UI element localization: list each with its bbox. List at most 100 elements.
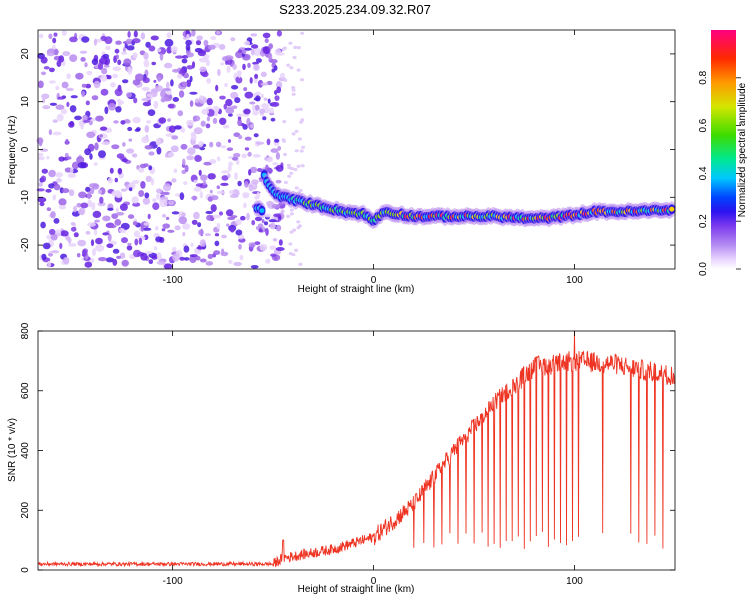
noise-blob bbox=[81, 249, 87, 257]
noise-blob bbox=[47, 253, 54, 257]
noise-blob bbox=[124, 119, 131, 124]
noise-blob bbox=[132, 202, 141, 207]
noise-blob bbox=[252, 104, 256, 112]
noise-blob bbox=[60, 108, 68, 115]
noise-blob bbox=[270, 117, 276, 122]
noise-blob bbox=[68, 243, 77, 247]
noise-blob bbox=[45, 188, 52, 193]
noise-blob bbox=[41, 168, 48, 174]
noise-blob bbox=[194, 98, 200, 104]
noise-blob bbox=[181, 212, 186, 217]
noise-blob bbox=[152, 202, 160, 210]
y-tick-label: 0 bbox=[20, 567, 31, 573]
noise-blob bbox=[167, 200, 175, 206]
noise-blob bbox=[127, 31, 131, 38]
noise-blob bbox=[40, 71, 47, 76]
noise-blob bbox=[265, 227, 269, 236]
noise-blob bbox=[289, 212, 294, 216]
snr-x-label: Height of straight line (km) bbox=[298, 584, 415, 595]
noise-blob bbox=[193, 187, 202, 192]
noise-blob bbox=[56, 113, 64, 122]
noise-blob bbox=[55, 85, 60, 91]
noise-blob bbox=[181, 81, 188, 87]
noise-blob bbox=[206, 97, 213, 106]
colorbar-ticks: 0.0 0.2 0.4 0.6 0.8 bbox=[698, 70, 741, 276]
noise-blob bbox=[90, 239, 95, 247]
noise-blob bbox=[252, 61, 259, 65]
noise-blob bbox=[255, 141, 265, 145]
noise-blob bbox=[191, 219, 198, 225]
noise-blob bbox=[116, 191, 123, 198]
noise-blob bbox=[166, 46, 172, 54]
noise-blob bbox=[102, 215, 111, 222]
colorbar-tick-label: 0.4 bbox=[698, 166, 709, 180]
noise-blob bbox=[177, 73, 183, 79]
noise-blob bbox=[105, 257, 115, 263]
noise-blob bbox=[198, 169, 202, 176]
noise-blob bbox=[143, 59, 150, 68]
noise-blob bbox=[248, 242, 256, 248]
noise-blob bbox=[168, 125, 176, 133]
noise-blob bbox=[260, 103, 270, 109]
noise-blob bbox=[175, 55, 184, 59]
noise-blob bbox=[286, 214, 291, 218]
noise-blob bbox=[142, 77, 150, 84]
noise-blob bbox=[297, 137, 302, 141]
noise-blob bbox=[68, 121, 75, 128]
noise-blob bbox=[111, 144, 120, 150]
noise-blob bbox=[162, 183, 172, 192]
noise-blob bbox=[230, 215, 238, 219]
noise-blob bbox=[134, 238, 139, 246]
noise-blob bbox=[97, 62, 104, 70]
noise-blob bbox=[144, 192, 150, 199]
noise-blob bbox=[292, 228, 297, 232]
noise-blob bbox=[37, 80, 44, 89]
noise-blob bbox=[105, 57, 110, 66]
noise-blob bbox=[199, 258, 207, 263]
noise-blob bbox=[300, 31, 305, 35]
noise-blob bbox=[81, 83, 87, 88]
noise-blob bbox=[89, 183, 98, 188]
noise-blob bbox=[232, 63, 237, 70]
noise-blob bbox=[140, 181, 146, 189]
noise-blob bbox=[200, 120, 206, 127]
noise-blob bbox=[190, 242, 194, 247]
noise-blob bbox=[230, 91, 239, 99]
noise-blob bbox=[254, 195, 259, 200]
noise-blob bbox=[171, 211, 180, 215]
noise-blob bbox=[122, 142, 126, 147]
noise-blob bbox=[262, 32, 271, 39]
noise-blob bbox=[185, 44, 191, 51]
noise-blob bbox=[238, 49, 243, 53]
noise-blob bbox=[227, 139, 232, 143]
noise-blob bbox=[165, 216, 170, 221]
noise-blob bbox=[189, 100, 194, 107]
noise-blob bbox=[133, 30, 138, 38]
noise-blob bbox=[282, 120, 287, 124]
noise-blob bbox=[167, 118, 171, 122]
noise-blob bbox=[162, 223, 171, 229]
noise-blob bbox=[215, 84, 219, 92]
noise-blob bbox=[57, 96, 65, 100]
noise-blob bbox=[253, 133, 259, 138]
noise-blob bbox=[69, 36, 78, 43]
noise-blob bbox=[209, 159, 217, 164]
noise-blob bbox=[270, 107, 274, 114]
noise-blob bbox=[235, 50, 243, 59]
noise-blob bbox=[139, 163, 147, 169]
noise-blob bbox=[206, 77, 212, 84]
spectrogram-y-label: Frequency (Hz) bbox=[7, 116, 18, 185]
noise-blob bbox=[220, 182, 229, 186]
noise-blob bbox=[46, 155, 50, 160]
noise-blob bbox=[58, 198, 67, 206]
noise-blob bbox=[207, 44, 216, 50]
noise-blob bbox=[84, 261, 93, 268]
noise-blob bbox=[164, 153, 170, 158]
noise-blob bbox=[182, 158, 186, 167]
noise-blob bbox=[267, 98, 271, 104]
noise-blob bbox=[122, 79, 129, 84]
noise-blob bbox=[65, 87, 74, 92]
noise-blob bbox=[275, 179, 282, 184]
noise-blob bbox=[198, 229, 204, 236]
noise-blob bbox=[289, 230, 294, 234]
